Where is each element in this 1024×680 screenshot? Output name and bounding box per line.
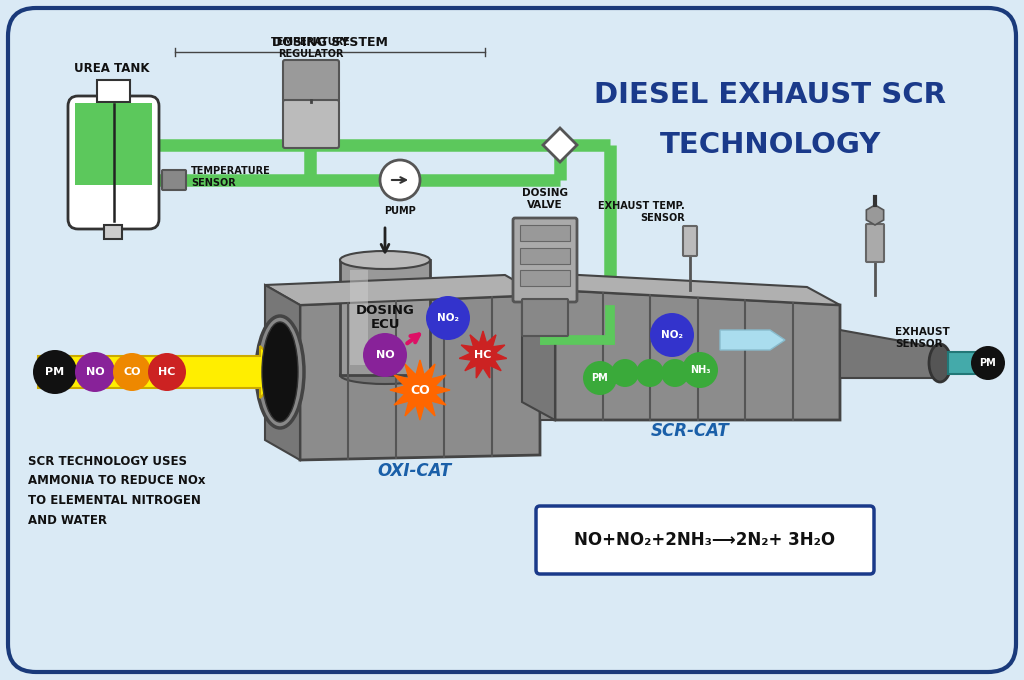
FancyBboxPatch shape xyxy=(522,299,568,336)
Polygon shape xyxy=(265,285,300,460)
Circle shape xyxy=(380,160,420,200)
Text: EXHAUST TEMP.
SENSOR: EXHAUST TEMP. SENSOR xyxy=(598,201,685,223)
FancyBboxPatch shape xyxy=(283,100,339,148)
Text: DOSING
VALVE: DOSING VALVE xyxy=(522,188,568,210)
Text: NO+NO₂+2NH₃⟶2N₂+ 3H₂O: NO+NO₂+2NH₃⟶2N₂+ 3H₂O xyxy=(574,531,836,549)
Circle shape xyxy=(971,346,1005,380)
FancyBboxPatch shape xyxy=(866,224,884,262)
Bar xyxy=(520,248,570,264)
Circle shape xyxy=(682,352,718,388)
Circle shape xyxy=(426,296,470,340)
Circle shape xyxy=(662,359,689,387)
Bar xyxy=(520,225,570,241)
Text: NO₂: NO₂ xyxy=(437,313,459,323)
Polygon shape xyxy=(840,330,940,378)
Text: SCR TECHNOLOGY USES
AMMONIA TO REDUCE NOx
TO ELEMENTAL NITROGEN
AND WATER: SCR TECHNOLOGY USES AMMONIA TO REDUCE NO… xyxy=(28,455,206,526)
FancyBboxPatch shape xyxy=(536,506,874,574)
Circle shape xyxy=(650,313,694,357)
Polygon shape xyxy=(459,331,507,378)
Ellipse shape xyxy=(256,316,304,428)
Polygon shape xyxy=(555,290,840,420)
Circle shape xyxy=(636,359,664,387)
Bar xyxy=(97,80,130,102)
Text: TEMPERATURE
SENSOR: TEMPERATURE SENSOR xyxy=(191,166,270,188)
FancyBboxPatch shape xyxy=(162,170,186,190)
Polygon shape xyxy=(522,272,555,420)
Circle shape xyxy=(611,359,639,387)
Polygon shape xyxy=(948,352,995,374)
Text: CO: CO xyxy=(123,367,140,377)
Text: EXHAUST
SENSOR: EXHAUST SENSOR xyxy=(895,327,949,349)
FancyBboxPatch shape xyxy=(683,226,697,256)
Text: HC: HC xyxy=(159,367,176,377)
Text: TEMPERATURE
REGULATOR: TEMPERATURE REGULATOR xyxy=(271,37,351,59)
Bar xyxy=(75,185,152,222)
Text: SCR-CAT: SCR-CAT xyxy=(650,422,729,440)
Bar xyxy=(350,270,368,365)
Polygon shape xyxy=(390,360,450,420)
Text: DIESEL EXHAUST SCR: DIESEL EXHAUST SCR xyxy=(594,81,946,109)
Polygon shape xyxy=(522,272,840,305)
Bar xyxy=(75,103,152,188)
Ellipse shape xyxy=(340,251,430,269)
Text: NO: NO xyxy=(376,350,394,360)
Circle shape xyxy=(75,352,115,392)
Polygon shape xyxy=(300,295,540,460)
Text: CO: CO xyxy=(411,384,430,396)
Bar xyxy=(340,260,430,375)
Text: NO: NO xyxy=(86,367,104,377)
Polygon shape xyxy=(540,305,555,420)
FancyBboxPatch shape xyxy=(68,96,159,229)
Circle shape xyxy=(113,353,151,391)
Text: PUMP: PUMP xyxy=(384,206,416,216)
Circle shape xyxy=(362,333,407,377)
Text: PM: PM xyxy=(980,358,996,368)
Circle shape xyxy=(148,353,186,391)
Polygon shape xyxy=(38,346,285,398)
Circle shape xyxy=(583,361,617,395)
Text: PM: PM xyxy=(45,367,65,377)
Ellipse shape xyxy=(262,322,298,422)
Bar xyxy=(520,270,570,286)
Text: PM: PM xyxy=(592,373,608,383)
Text: NH₃: NH₃ xyxy=(690,365,711,375)
Text: DOSING SYSTEM: DOSING SYSTEM xyxy=(272,35,388,48)
Polygon shape xyxy=(265,275,540,305)
FancyBboxPatch shape xyxy=(283,60,339,102)
Polygon shape xyxy=(720,330,785,350)
Ellipse shape xyxy=(929,344,951,382)
Text: HC: HC xyxy=(474,350,492,360)
Polygon shape xyxy=(543,128,577,162)
Text: TECHNOLOGY: TECHNOLOGY xyxy=(659,131,881,159)
Text: DOSING
ECU: DOSING ECU xyxy=(355,303,415,332)
FancyBboxPatch shape xyxy=(8,8,1016,672)
Text: NO₂: NO₂ xyxy=(662,330,683,340)
Text: OXI-CAT: OXI-CAT xyxy=(378,462,453,480)
Text: UREA TANK: UREA TANK xyxy=(74,62,150,75)
Circle shape xyxy=(33,350,77,394)
Bar xyxy=(104,225,122,239)
FancyBboxPatch shape xyxy=(513,218,577,302)
Ellipse shape xyxy=(340,366,430,384)
